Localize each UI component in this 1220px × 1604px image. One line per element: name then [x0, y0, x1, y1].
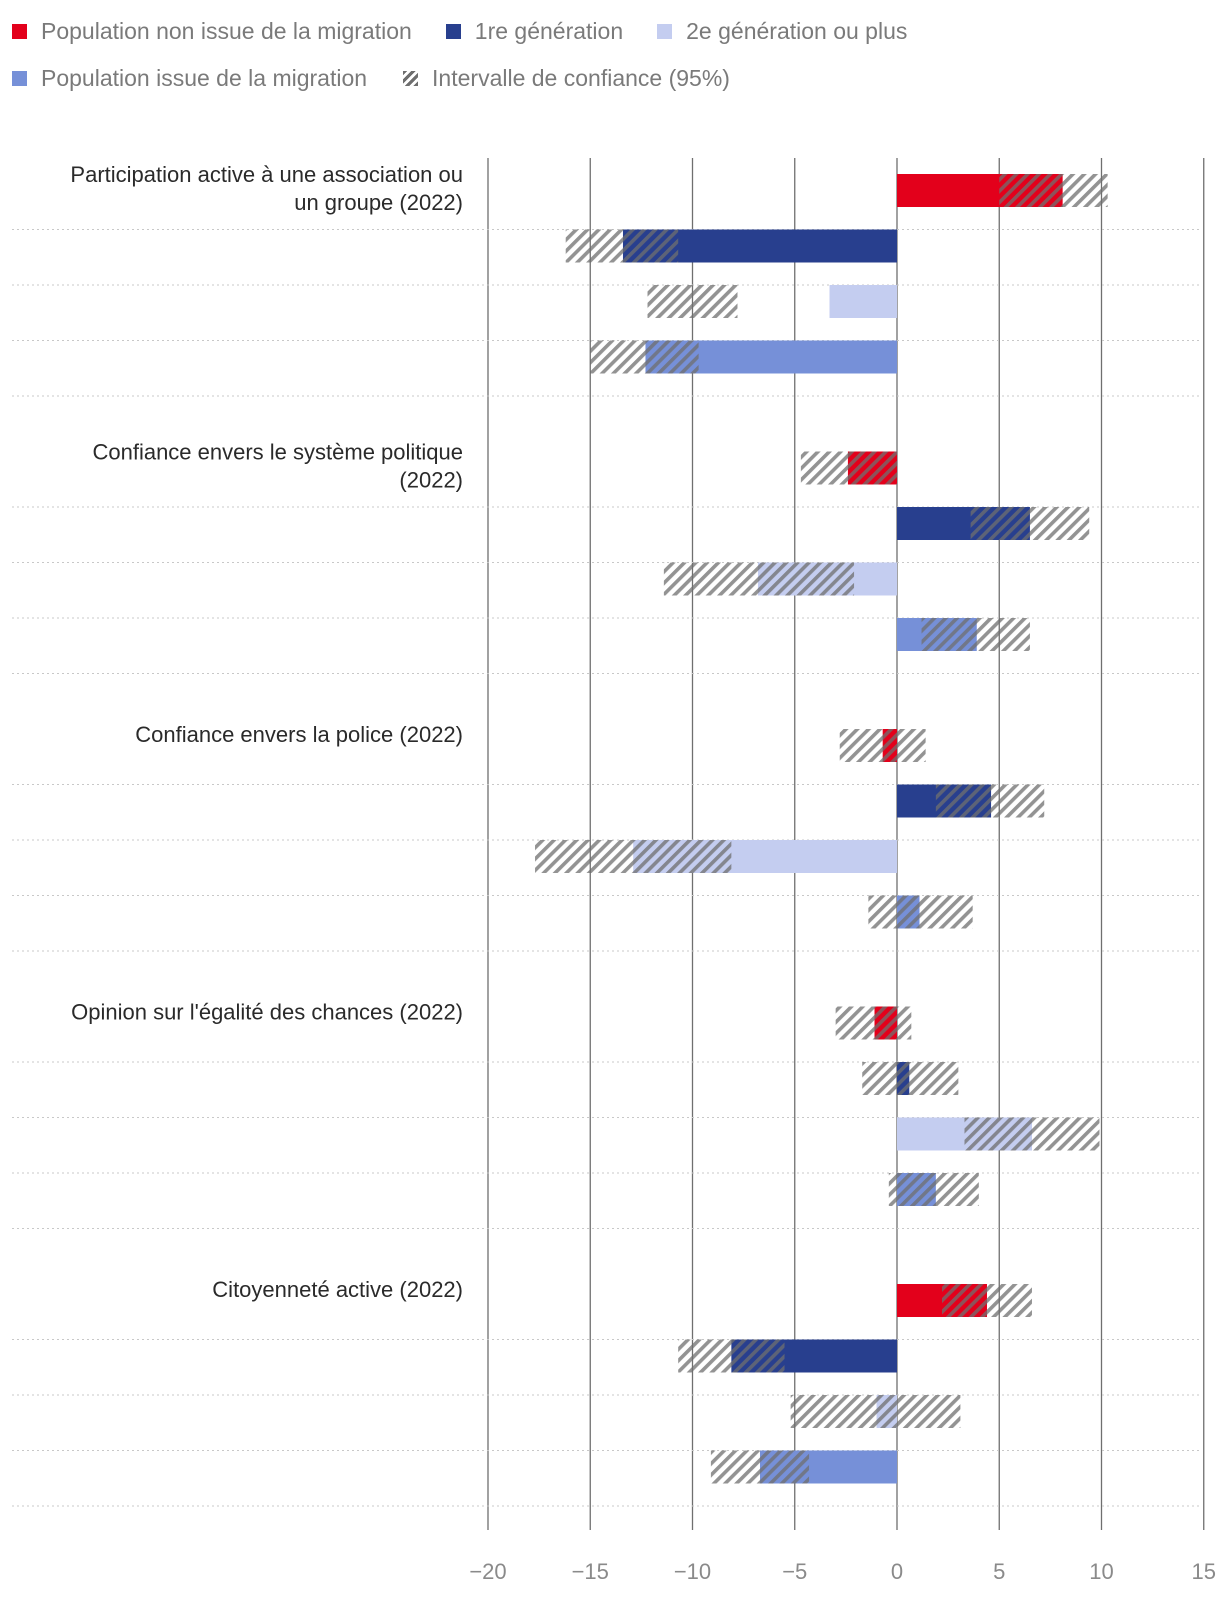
x-tick-label-7: 15	[1192, 1559, 1216, 1584]
ci-0-0	[999, 174, 1108, 207]
ci-3-1	[862, 1062, 959, 1095]
ci-1-2	[663, 562, 855, 596]
legend-swatch-confidence-interval	[403, 71, 419, 86]
ci-3-3	[888, 1173, 979, 1206]
category-label-3-line-0: Opinion sur l'égalité des chances (2022)	[71, 1000, 463, 1025]
ci-2-1	[935, 784, 1045, 818]
x-axis-ticks: −20 −15 −10 −5 0 5 10 15	[469, 1559, 1216, 1584]
ci-0-3	[590, 340, 699, 374]
x-tick-label-6: 10	[1089, 1559, 1113, 1584]
legend-row-2: Population issue de la migration Interva…	[12, 55, 1012, 102]
ci-1-0	[800, 451, 897, 485]
legend-swatch-first-generation	[445, 24, 461, 39]
ci-2-2	[535, 840, 732, 873]
category-label-1-line-1: (2022)	[399, 468, 463, 493]
ci-1-3	[921, 618, 1030, 651]
ci-2-3	[868, 895, 973, 929]
legend-label-migration: Population issue de la migration	[41, 65, 368, 91]
legend-swatch-migration	[12, 71, 27, 86]
legend-item-confidence-interval: Intervalle de confiance (95%)	[403, 65, 730, 92]
legend-item-second-generation: 2e génération ou plus	[657, 18, 907, 45]
bar-0-2	[829, 285, 897, 318]
ci-3-0	[835, 1006, 912, 1040]
category-labels: Participation active à une association o…	[70, 162, 463, 1302]
ci-2-0	[839, 729, 926, 762]
x-tick-label-4: 0	[891, 1559, 903, 1584]
legend-item-first-generation: 1re génération	[445, 18, 624, 45]
category-label-0-line-1: un groupe (2022)	[294, 190, 463, 215]
category-label-4-line-0: Citoyenneté active (2022)	[212, 1277, 463, 1302]
ci-4-0	[941, 1284, 1032, 1317]
legend-swatch-non-migration	[12, 24, 27, 39]
x-tick-label-3: −5	[782, 1559, 807, 1584]
legend-row-1: Population non issue de la migration 1re…	[12, 8, 1012, 55]
category-label-0-line-0: Participation active à une association o…	[70, 162, 463, 187]
legend-label-first-generation: 1re génération	[474, 18, 624, 44]
ci-0-1	[565, 229, 679, 263]
x-tick-label-1: −15	[572, 1559, 609, 1584]
bars-layer	[535, 174, 1108, 1484]
legend-label-second-generation: 2e génération ou plus	[686, 18, 908, 44]
ci-4-2	[790, 1395, 961, 1428]
ci-1-1	[970, 507, 1090, 540]
ci-4-3	[710, 1450, 810, 1484]
ci-4-1	[678, 1339, 785, 1373]
chart-legend: Population non issue de la migration 1re…	[12, 8, 1012, 102]
ci-3-2	[964, 1117, 1100, 1151]
x-tick-label-2: −10	[674, 1559, 711, 1584]
legend-swatch-second-generation	[657, 24, 673, 39]
category-label-1-line-0: Confiance envers le système politique	[92, 440, 463, 465]
legend-item-non-migration: Population non issue de la migration	[12, 18, 412, 45]
legend-label-non-migration: Population non issue de la migration	[41, 18, 412, 44]
x-tick-label-0: −20	[469, 1559, 506, 1584]
ci-0-2	[647, 285, 738, 318]
category-label-2-line-0: Confiance envers la police (2022)	[135, 722, 463, 747]
legend-label-confidence-interval: Intervalle de confiance (95%)	[432, 65, 730, 91]
legend-item-migration: Population issue de la migration	[12, 65, 367, 92]
x-tick-label-5: 5	[993, 1559, 1005, 1584]
